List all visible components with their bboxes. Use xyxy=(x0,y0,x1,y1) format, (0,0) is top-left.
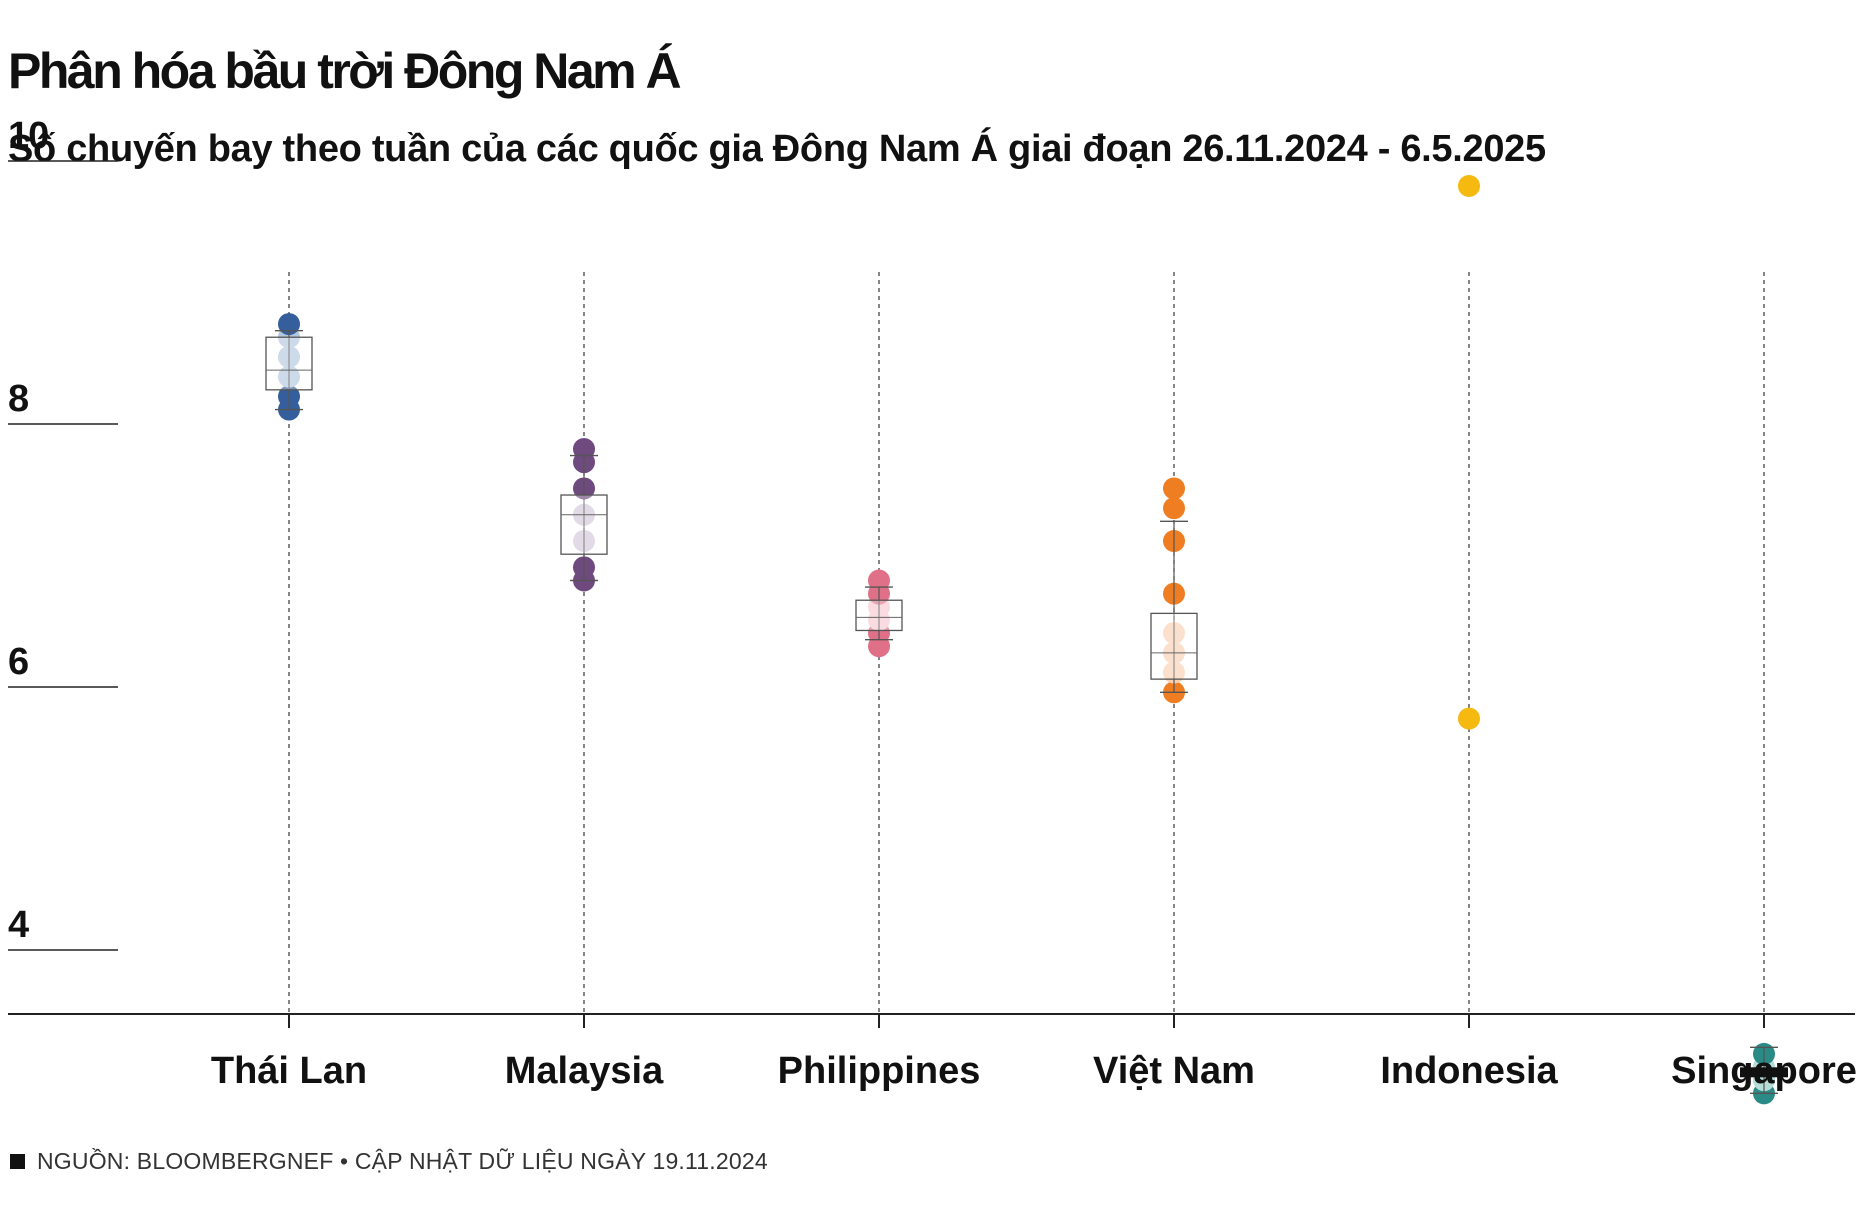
chart-subtitle: Số chuyến bay theo tuần của các quốc gia… xyxy=(8,128,1546,170)
data-point xyxy=(1163,477,1185,500)
source-square-icon xyxy=(10,1154,25,1169)
x-category-label: Singapore xyxy=(1671,1050,1857,1092)
data-point xyxy=(1458,175,1480,197)
data-point xyxy=(1458,707,1480,730)
x-category-label: Việt Nam xyxy=(1093,1050,1255,1092)
box-rect xyxy=(1150,612,1198,680)
source-text: NGUỒN: BLOOMBERGNEF • CẬP NHẬT DỮ LIỆU N… xyxy=(37,1148,768,1174)
box-rect xyxy=(855,599,903,632)
x-axis: Thái Lan Malaysia Philippines Việt Nam Indon… xyxy=(8,1013,1857,1092)
series-group xyxy=(560,272,608,1014)
x-category-label: Philippines xyxy=(778,1050,981,1092)
y-axis: 14 ngàn1210864 xyxy=(8,115,118,951)
series-group xyxy=(265,272,313,1014)
data-point xyxy=(278,313,300,336)
box-median-bar xyxy=(1740,1067,1788,1078)
x-category-label: Malaysia xyxy=(505,1050,664,1092)
y-tick-label: 8 xyxy=(8,378,28,420)
x-category-label: Thái Lan xyxy=(211,1050,367,1092)
y-tick-label: 6 xyxy=(8,641,28,683)
y-tick-label: 4 xyxy=(8,904,29,946)
series-group xyxy=(1458,175,1480,1014)
series-group xyxy=(855,272,903,1014)
chart-title: Phân hóa bầu trời Đông Nam Á xyxy=(8,43,682,99)
source-note: NGUỒN: BLOOMBERGNEF • CẬP NHẬT DỮ LIỆU N… xyxy=(10,1148,768,1175)
y-tick-label: 10 xyxy=(8,115,48,157)
box-rect xyxy=(560,494,608,555)
x-category-label: Indonesia xyxy=(1380,1050,1558,1092)
series-group xyxy=(1740,272,1788,1105)
plot-series xyxy=(265,175,1788,1105)
data-point xyxy=(868,569,890,592)
series-group xyxy=(1150,272,1198,1014)
box-rect xyxy=(265,336,313,391)
data-point xyxy=(573,438,595,460)
data-point xyxy=(1163,497,1185,520)
